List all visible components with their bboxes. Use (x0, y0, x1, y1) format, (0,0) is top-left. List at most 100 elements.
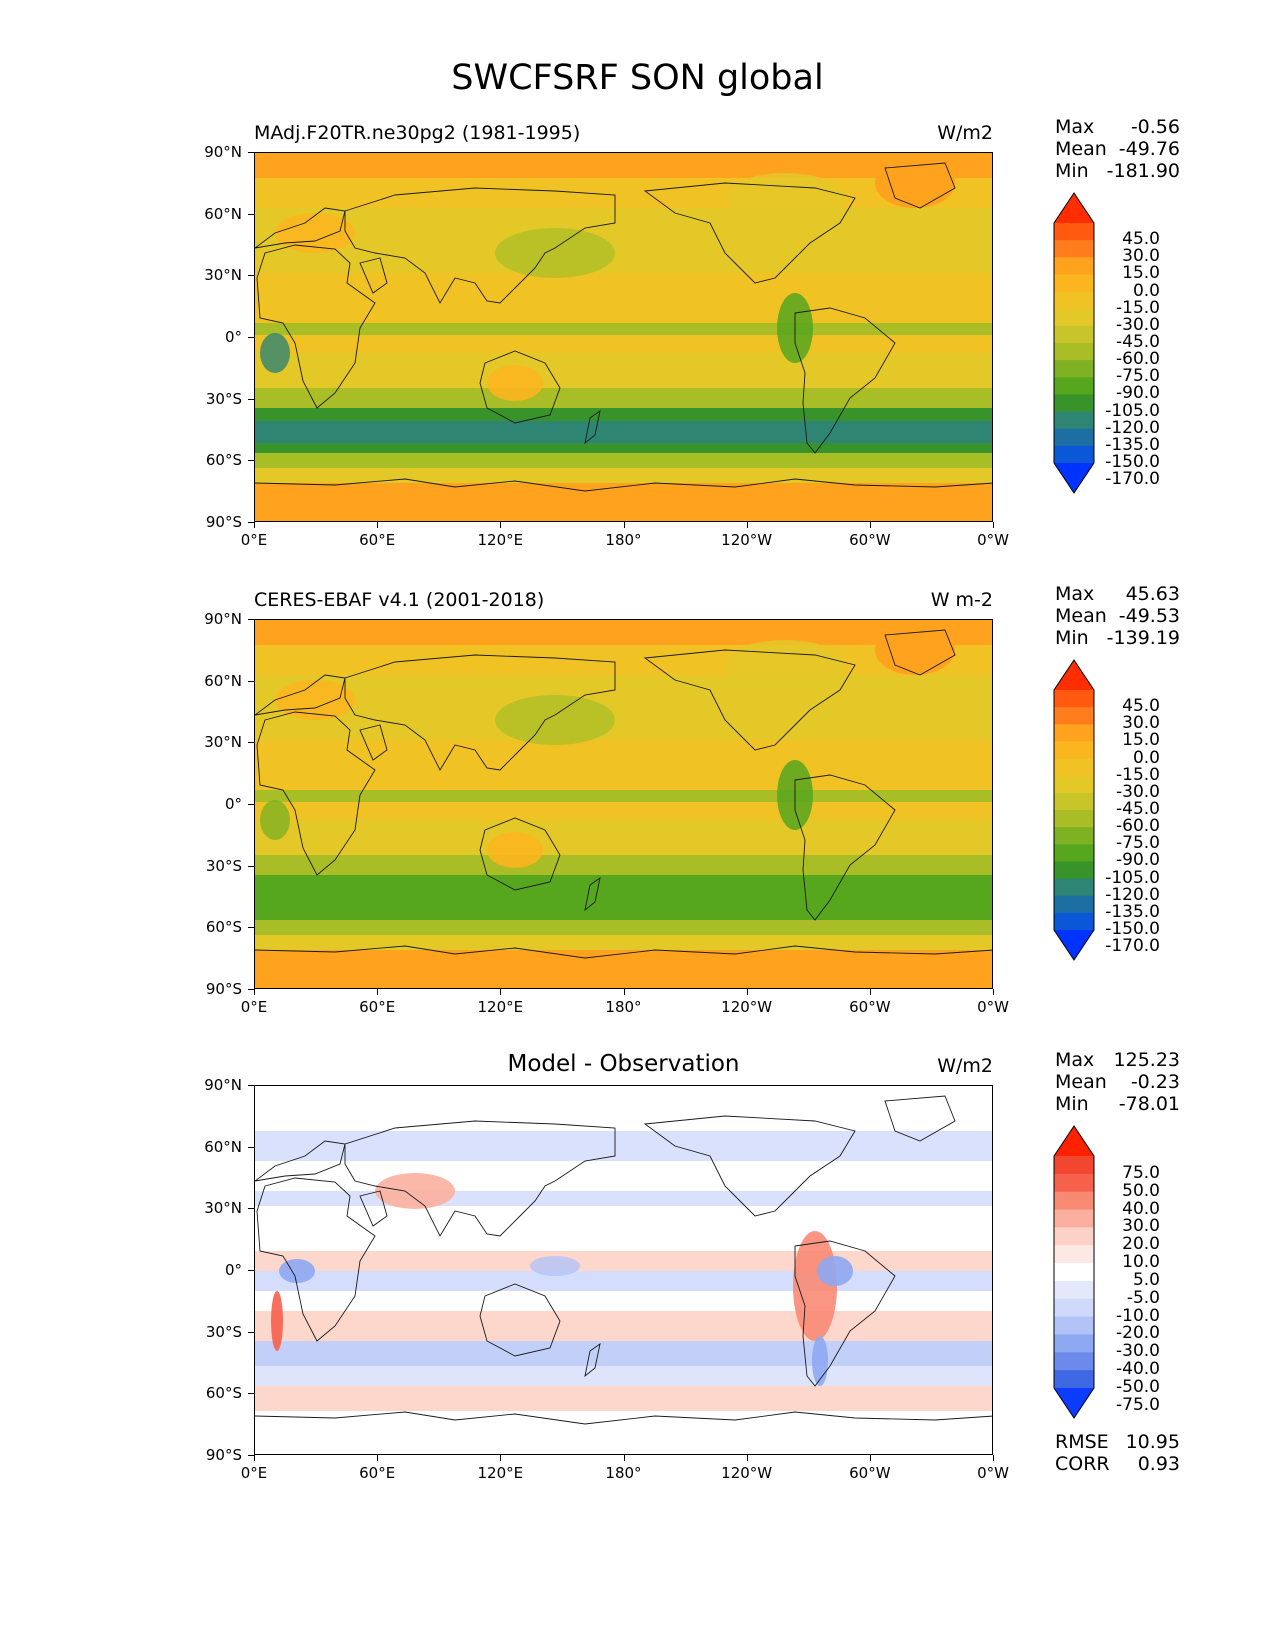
lat-tick (248, 742, 254, 744)
colorbar-graphic (1053, 1125, 1095, 1419)
field-band (255, 1366, 992, 1386)
colorbar-segment (1054, 912, 1094, 931)
field-patch (530, 1256, 580, 1276)
units-label: W/m2 (937, 1055, 993, 1077)
colorbar-level-label: -75.0 (1116, 1394, 1160, 1415)
lon-tick (623, 989, 625, 995)
coastline (794, 1240, 896, 1387)
colorbar-segment (1054, 325, 1094, 344)
stat-value: -139.19 (1106, 627, 1180, 649)
lat-tick-label: 90°N (204, 1076, 242, 1094)
colorbar-segment (1054, 343, 1094, 361)
colorbar-segment (1054, 394, 1094, 413)
lat-tick (248, 619, 254, 620)
colorbar-level-label: -30.0 (1116, 314, 1160, 335)
stat-label: Min (1055, 160, 1089, 182)
colorbar-level-label: -15.0 (1116, 297, 1160, 318)
stats-box: Max 45.63 Mean -49.53 Min -139.19 (1055, 583, 1180, 649)
colorbar-graphic (1053, 192, 1095, 494)
stat-value: 125.23 (1113, 1049, 1180, 1071)
lon-tick (869, 989, 871, 995)
colorbar-level-label: 45.0 (1122, 696, 1160, 717)
colorbar-segment (1054, 878, 1094, 897)
lon-tick (746, 989, 748, 995)
colorbar-extend-min (1054, 930, 1094, 960)
colorbar-segment (1054, 1173, 1094, 1193)
lat-tick (248, 1085, 254, 1086)
field-band (255, 1341, 992, 1366)
lat-tick-label: 60°N (204, 671, 242, 690)
colorbar-segment (1054, 1280, 1094, 1300)
coastline (479, 1283, 561, 1357)
stat-label: Min (1055, 1093, 1089, 1115)
field-patch (275, 680, 355, 720)
colorbar-level-label: -15.0 (1116, 764, 1160, 785)
stat-value: -0.56 (1130, 116, 1180, 138)
field-patch (375, 1173, 455, 1209)
stat-label: Mean (1055, 138, 1107, 160)
field-band (255, 855, 992, 875)
colorbar-segment (1054, 274, 1094, 293)
lon-tick-label: 0°E (240, 998, 268, 1016)
colorbar-segment (1054, 1352, 1094, 1371)
lon-tick-label: 60°W (849, 531, 891, 549)
coastline (884, 162, 956, 209)
colorbar-segment (1054, 1191, 1094, 1211)
field-band (255, 1191, 992, 1206)
lon-tick-label: 180° (605, 531, 642, 549)
lon-tick-label: 180° (605, 1464, 642, 1482)
lon-tick-label: 60°E (359, 531, 396, 549)
field-band (255, 1251, 992, 1271)
lon-tick (869, 1455, 871, 1461)
colorbar-level-label: 75.0 (1122, 1162, 1160, 1183)
colorbar-level-label: -135.0 (1105, 901, 1160, 922)
colorbar-level-label: 30.0 (1122, 246, 1160, 267)
colorbar-level-label: -60.0 (1116, 349, 1160, 370)
lat-tick-label: 60°N (204, 1137, 242, 1156)
lat-tick-label: 30°N (204, 1199, 242, 1218)
colorbar-segment (1054, 1209, 1094, 1228)
colorbar-level-label: -90.0 (1116, 850, 1160, 871)
coastline (643, 182, 856, 284)
lon-tick (254, 989, 255, 995)
field-patch (260, 800, 290, 840)
colorbar-level-label: -120.0 (1105, 884, 1160, 905)
field-band (255, 645, 992, 680)
map-canvas (255, 1086, 992, 1454)
colorbar-level-label: -135.0 (1105, 434, 1160, 455)
lat-tick (248, 398, 254, 400)
lat-tick-label: 0° (224, 1261, 242, 1279)
panel-title: MAdj.F20TR.ne30pg2 (1981-1995) (254, 122, 581, 144)
lon-tick (254, 522, 255, 528)
coastline (643, 1115, 856, 1217)
lat-tick-label: 30°N (204, 266, 242, 285)
stat-value: 0.93 (1137, 1453, 1180, 1475)
lat-tick-label: 60°S (205, 918, 242, 937)
colorbar-segment (1054, 707, 1094, 725)
lat-tick-label: 90°S (205, 513, 242, 531)
lat-tick (248, 337, 254, 338)
field-patch (260, 333, 290, 373)
colorbar-segment (1054, 223, 1094, 241)
colorbar-segment (1054, 1370, 1094, 1389)
field-band (255, 675, 992, 740)
field-patch (271, 1291, 283, 1351)
panel-title: Model - Observation (507, 1051, 740, 1077)
field-patch (275, 213, 355, 253)
field-band (255, 920, 992, 935)
lat-tick (248, 804, 254, 805)
stats-box: Max 125.23 Mean -0.23 Min -78.01 (1055, 1049, 1180, 1115)
coastline (643, 649, 856, 751)
coastline (256, 711, 376, 876)
field-band (255, 421, 992, 443)
colorbar-segment (1054, 257, 1094, 276)
lon-tick (500, 522, 502, 528)
colorbar-level-label: -75.0 (1116, 366, 1160, 387)
field-band (255, 273, 992, 353)
panel-observation: CERES-EBAF v4.1 (2001-2018) W m-2 Max 45.… (0, 583, 1275, 1047)
lat-tick-label: 30°S (205, 1322, 242, 1341)
lat-tick-label: 0° (224, 328, 242, 346)
colorbar-segment (1054, 775, 1094, 794)
stat-label: Max (1055, 116, 1095, 138)
lon-tick-label: 120°W (721, 1464, 773, 1482)
